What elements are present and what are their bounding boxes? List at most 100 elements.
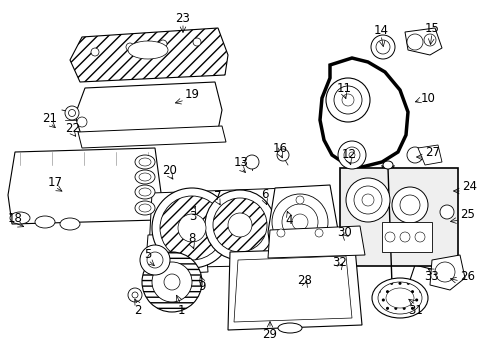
Ellipse shape [377,282,421,314]
Text: 14: 14 [373,23,387,36]
Ellipse shape [10,212,30,224]
Circle shape [193,38,201,46]
Circle shape [434,262,454,282]
Ellipse shape [139,158,151,166]
Circle shape [370,35,394,59]
Ellipse shape [371,278,427,318]
Ellipse shape [128,41,168,59]
Text: 11: 11 [336,81,351,94]
Circle shape [160,196,224,260]
Polygon shape [267,185,337,262]
Ellipse shape [385,288,413,308]
Text: 31: 31 [408,303,423,316]
Bar [339,168,457,266]
Ellipse shape [382,161,392,169]
Text: 13: 13 [233,157,248,170]
Circle shape [126,43,134,51]
Ellipse shape [139,188,151,196]
Circle shape [291,214,307,230]
Circle shape [276,229,285,237]
Text: 20: 20 [162,163,177,176]
Polygon shape [267,226,364,258]
Ellipse shape [35,216,55,228]
Text: 23: 23 [175,12,190,24]
Ellipse shape [139,173,151,181]
Text: 28: 28 [297,274,312,288]
Circle shape [213,198,266,252]
Circle shape [163,274,180,290]
Circle shape [325,78,369,122]
Circle shape [391,187,427,223]
Text: 32: 32 [332,256,347,269]
Circle shape [399,232,409,242]
Text: 27: 27 [424,145,439,158]
Text: 33: 33 [424,270,439,283]
Circle shape [65,106,79,120]
Text: 1: 1 [177,305,184,318]
Circle shape [140,245,170,275]
Circle shape [132,292,138,298]
Circle shape [227,213,251,237]
Circle shape [152,262,192,302]
Polygon shape [145,233,207,275]
Circle shape [353,186,381,214]
Circle shape [384,232,394,242]
Bar [381,222,431,252]
Circle shape [406,34,422,50]
Ellipse shape [135,185,155,199]
Text: 26: 26 [459,270,474,283]
Circle shape [333,86,361,114]
Circle shape [204,190,274,260]
Polygon shape [75,82,222,138]
Polygon shape [78,126,225,148]
Circle shape [142,252,202,312]
Text: 6: 6 [261,189,268,202]
Circle shape [343,147,359,163]
Circle shape [178,214,205,242]
Polygon shape [70,28,227,82]
Circle shape [282,204,317,240]
Circle shape [361,194,373,206]
Polygon shape [429,255,464,290]
Circle shape [375,40,389,54]
Circle shape [414,232,424,242]
Circle shape [295,196,304,204]
Text: 12: 12 [341,148,356,162]
Polygon shape [404,28,441,55]
Ellipse shape [278,323,302,333]
Ellipse shape [139,204,151,212]
Text: 19: 19 [184,89,200,102]
Text: 18: 18 [7,211,22,225]
Circle shape [147,252,163,268]
Text: 3: 3 [189,210,196,222]
Polygon shape [417,145,441,165]
Circle shape [337,141,365,169]
Text: 7: 7 [214,189,221,202]
Circle shape [348,152,354,158]
Text: 8: 8 [188,233,195,246]
Circle shape [159,40,167,48]
Text: 21: 21 [42,112,58,125]
Circle shape [423,34,435,46]
Circle shape [77,117,87,127]
Ellipse shape [135,155,155,169]
Ellipse shape [60,218,80,230]
Text: 25: 25 [459,208,474,221]
Circle shape [91,48,99,56]
Circle shape [346,178,389,222]
Text: 4: 4 [285,215,292,228]
Circle shape [128,288,142,302]
Text: 5: 5 [144,248,151,261]
Circle shape [68,109,75,117]
Polygon shape [227,248,361,330]
Text: 24: 24 [461,180,476,193]
Circle shape [399,195,419,215]
Circle shape [244,155,259,169]
Text: 22: 22 [65,122,81,135]
Text: 30: 30 [337,225,352,238]
Text: 15: 15 [424,22,439,35]
Text: 29: 29 [262,328,277,341]
Circle shape [152,188,231,268]
Text: 9: 9 [198,279,205,292]
Circle shape [314,229,323,237]
